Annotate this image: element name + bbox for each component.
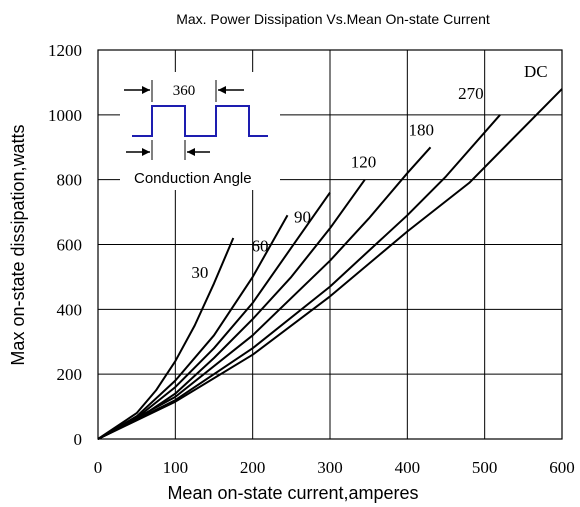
conduction-angle-caption: Conduction Angle — [134, 170, 252, 187]
y-tick-label: 600 — [57, 236, 83, 255]
series-label-60: 60 — [251, 236, 268, 255]
series-label-180: 180 — [409, 120, 435, 139]
plot-frame — [97, 49, 563, 440]
y-tick-label: 800 — [57, 171, 83, 190]
x-tick-label: 300 — [317, 458, 343, 477]
x-tick-label: 200 — [240, 458, 266, 477]
x-tick-label: 0 — [94, 458, 103, 477]
period-arrowhead-left — [142, 86, 150, 94]
series-line-270 — [97, 114, 501, 440]
conduction-arrowhead-right — [187, 148, 195, 156]
series-line-dc — [97, 88, 563, 440]
x-tick-label: 500 — [472, 458, 498, 477]
series-lines — [97, 88, 563, 440]
series-line-30 — [97, 237, 235, 440]
y-tick-label: 1200 — [48, 41, 82, 60]
series-label-dc: DC — [524, 62, 548, 81]
y-tick-label: 200 — [57, 365, 83, 384]
conduction-angle-inset: 360 Conduction Angle — [120, 72, 280, 190]
tick-labels: 0 100 200 300 400 500 600 0 200 400 600 800 1000 1200 — [48, 41, 575, 477]
y-tick-label: 0 — [74, 430, 83, 449]
y-axis-label: Max on-state dissipation,watts — [8, 124, 28, 365]
chart-title: Max. Power Dissipation Vs.Mean On-state … — [176, 11, 490, 27]
period-label: 360 — [173, 83, 196, 99]
conduction-arrowhead-left — [142, 148, 150, 156]
y-tick-label: 400 — [57, 300, 83, 319]
period-arrowhead-right — [218, 86, 226, 94]
x-tick-label: 400 — [395, 458, 421, 477]
series-line-180 — [97, 146, 432, 440]
x-tick-label: 600 — [549, 458, 575, 477]
x-tick-label: 100 — [163, 458, 189, 477]
series-labels: 30 60 90 120 180 270 DC — [191, 62, 547, 282]
series-line-60 — [97, 214, 289, 440]
y-tick-label: 1000 — [48, 106, 82, 125]
series-label-30: 30 — [191, 263, 208, 282]
series-label-120: 120 — [351, 153, 377, 172]
series-label-270: 270 — [458, 84, 484, 103]
x-axis-label: Mean on-state current,amperes — [167, 483, 418, 503]
series-line-90 — [97, 192, 331, 440]
series-label-90: 90 — [294, 208, 311, 227]
waveform — [132, 105, 268, 137]
